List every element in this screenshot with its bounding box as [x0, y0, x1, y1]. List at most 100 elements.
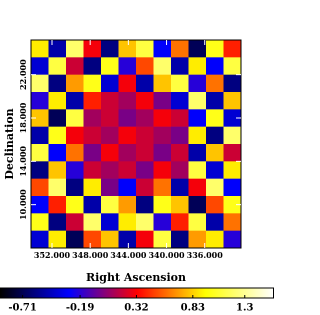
heatmap-cell — [206, 161, 224, 179]
colorbar — [0, 287, 274, 299]
heatmap-cell — [136, 213, 154, 231]
colorbar-tick-label: 0.83 — [181, 303, 205, 314]
heatmap-cell — [188, 161, 207, 179]
heatmap-cell — [136, 57, 154, 75]
y-tick-label: 22.000 — [18, 59, 28, 90]
heatmap-cell — [118, 213, 137, 231]
heatmap-cell — [48, 40, 67, 58]
heatmap-cell — [101, 230, 119, 249]
heatmap-cell — [223, 74, 242, 93]
colorbar-tick-label: 0.32 — [124, 303, 148, 314]
heatmap-cell — [153, 57, 172, 75]
colorbar-tick-label: -0.19 — [66, 303, 95, 314]
heatmap-cell — [48, 196, 67, 214]
heatmap-cell — [31, 57, 49, 75]
heatmap-cell — [101, 213, 119, 231]
heatmap-cell — [188, 109, 207, 127]
heatmap-cell — [101, 40, 119, 58]
colorbar-tick-label: 1.3 — [236, 303, 253, 314]
heatmap-cell — [83, 74, 102, 93]
heatmap-cell — [118, 126, 137, 145]
heatmap-cell — [48, 144, 67, 162]
heatmap-cell — [48, 109, 67, 127]
heatmap-cell — [171, 161, 189, 179]
heatmap-cell — [188, 57, 207, 75]
heatmap-cell — [31, 161, 49, 179]
heatmap-cell — [101, 57, 119, 75]
heatmap-cell — [83, 161, 102, 179]
heatmap-cell — [66, 109, 84, 127]
heatmap-cell — [66, 178, 84, 197]
heatmap-cell — [206, 178, 224, 197]
heatmap-cell — [206, 74, 224, 93]
heatmap-cell — [153, 213, 172, 231]
heatmap-cell — [136, 178, 154, 197]
y-tick-label: 10.000 — [18, 189, 28, 220]
heatmap-cell — [188, 92, 207, 110]
heatmap-cell — [206, 196, 224, 214]
heatmap-cell — [188, 178, 207, 197]
y-axis-label: Declination — [3, 108, 16, 179]
heatmap-cell — [83, 230, 102, 249]
heatmap-cell — [31, 230, 49, 249]
y-tick-label: 14.000 — [18, 146, 28, 177]
x-tick-label: 336.000 — [187, 250, 224, 260]
heatmap-cell — [118, 92, 137, 110]
heatmap-cell — [136, 196, 154, 214]
heatmap-cell — [206, 92, 224, 110]
heatmap-cell — [48, 74, 67, 93]
heatmap-cell — [206, 126, 224, 145]
heatmap-cell — [31, 213, 49, 231]
heatmap-cell — [223, 57, 242, 75]
heatmap-cell — [118, 57, 137, 75]
heatmap-cell — [153, 161, 172, 179]
heatmap-cell — [136, 230, 154, 249]
heatmap-cell — [101, 178, 119, 197]
heatmap-cell — [66, 40, 84, 58]
heatmap-cell — [171, 126, 189, 145]
heatmap-cell — [153, 109, 172, 127]
heatmap-cell — [118, 40, 137, 58]
heatmap-cell — [153, 40, 172, 58]
heatmap-cell — [83, 57, 102, 75]
heatmap-cell — [83, 126, 102, 145]
heatmap-cell — [83, 196, 102, 214]
heatmap-cell — [206, 213, 224, 231]
heatmap-cell — [118, 74, 137, 93]
heatmap-cell — [101, 144, 119, 162]
heatmap-cell — [31, 144, 49, 162]
x-tick-label: 348.000 — [72, 250, 109, 260]
heatmap-cell — [83, 40, 102, 58]
heatmap-cell — [101, 126, 119, 145]
heatmap-cell — [171, 178, 189, 197]
heatmap-cell — [153, 74, 172, 93]
heatmap-cell — [101, 109, 119, 127]
heatmap-cell — [31, 196, 49, 214]
heatmap-cell — [223, 92, 242, 110]
y-tick-label: 18.000 — [18, 102, 28, 133]
heatmap-cell — [136, 109, 154, 127]
heatmap-cell — [171, 57, 189, 75]
heatmap-cell — [223, 109, 242, 127]
heatmap-cell — [171, 109, 189, 127]
heatmap-cell — [48, 178, 67, 197]
chart: Right Ascension Declination 352.000 348.0… — [0, 39, 274, 314]
heatmap-cell — [48, 230, 67, 249]
heatmap-cell — [223, 40, 242, 58]
heatmap-cell — [101, 74, 119, 93]
heatmap-cell — [118, 109, 137, 127]
heatmap-cell — [66, 74, 84, 93]
heatmap-cell — [66, 213, 84, 231]
heatmap-cell — [136, 92, 154, 110]
heatmap-cell — [118, 230, 137, 249]
heatmap-cell — [48, 161, 67, 179]
x-tick-label: 352.000 — [34, 250, 71, 260]
heatmap-cell — [83, 213, 102, 231]
heatmap-cell — [83, 92, 102, 110]
heatmap-cell — [171, 144, 189, 162]
heatmap-cell — [206, 57, 224, 75]
heatmap-cell — [206, 109, 224, 127]
heatmap-cell — [223, 230, 242, 249]
heatmap-cell — [136, 161, 154, 179]
heatmap-cell — [101, 92, 119, 110]
